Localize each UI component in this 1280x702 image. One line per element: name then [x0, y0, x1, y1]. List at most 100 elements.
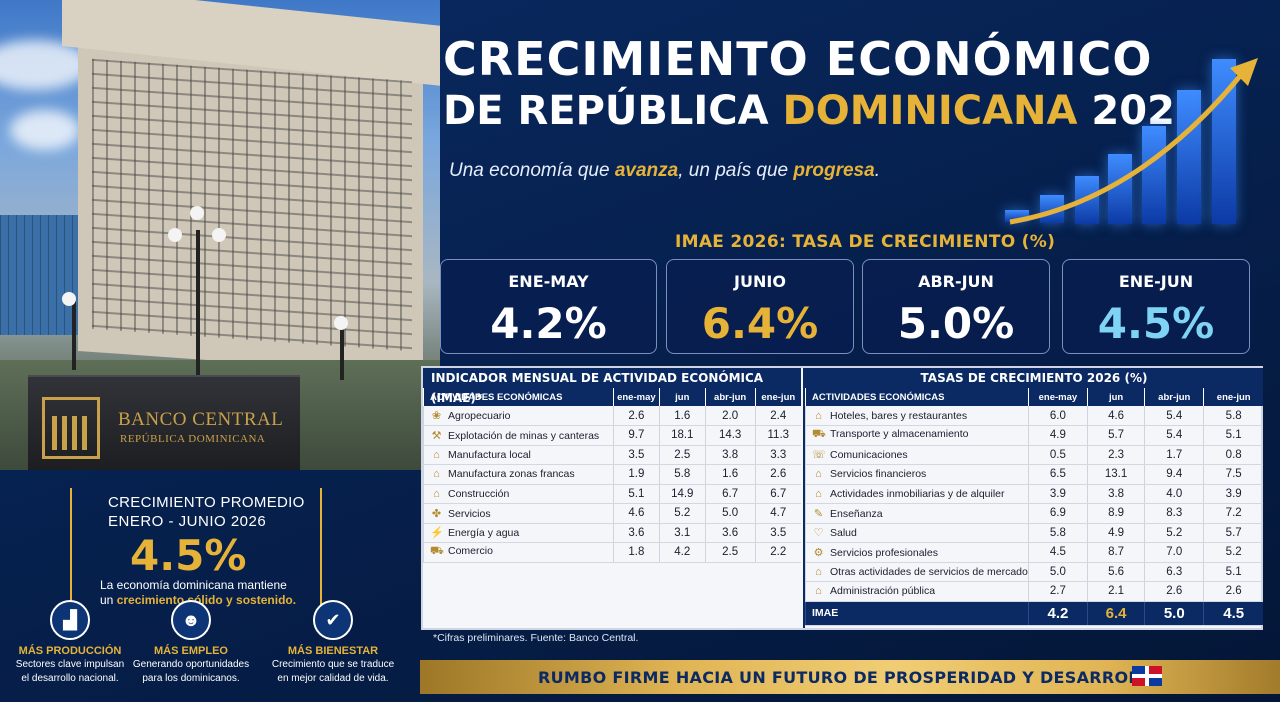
cell-value: 3.5	[754, 523, 801, 543]
activity-name: ❀ Agropecuario	[423, 406, 614, 426]
table-row: ⛟ Comercio 1.8 4.2 2.5 2.2	[423, 542, 801, 563]
cell-value: 5.2	[1203, 542, 1263, 563]
activity-name: ⌂ Administración pública	[805, 581, 1029, 602]
activity-name: ✤ Servicios	[423, 503, 614, 524]
cell-value: 3.1	[658, 523, 706, 543]
growth-arrow-icon	[1009, 58, 1258, 225]
imae-table: INDICADOR MENSUAL DE ACTIVIDAD ECONÓMICA…	[423, 368, 801, 628]
activity-icon: ⚒	[431, 429, 442, 442]
cell-value: 5.0	[1144, 601, 1204, 626]
growth-table-title: TASAS DE CRECIMIENTO 2026 (%)	[805, 368, 1263, 388]
cell-value: 3.8	[704, 445, 756, 465]
column-header: jun	[658, 388, 706, 406]
column-header: ene-may	[1027, 388, 1088, 406]
cell-value: 5.0	[1027, 562, 1088, 582]
column-header: abr-jun	[1144, 388, 1204, 406]
imae-table-title: INDICADOR MENSUAL DE ACTIVIDAD ECONÓMICA…	[423, 368, 801, 405]
cell-value: 1.6	[704, 464, 756, 485]
activity-icon: ⚙	[813, 546, 824, 559]
activity-name: ⚡ Energía y agua	[423, 523, 614, 543]
activity-name: ⌂ Actividades inmobiliarias y de alquiler	[805, 484, 1029, 504]
column-header: ene-jun	[754, 388, 801, 406]
activity-icon: ⌂	[815, 468, 822, 481]
cell-value: 4.9	[1027, 425, 1088, 446]
cell-value: 1.9	[612, 464, 660, 485]
activity-name: IMAE	[805, 601, 1029, 626]
activity-icon: ⛟	[430, 545, 444, 558]
cell-value: 4.6	[1086, 406, 1145, 426]
column-header: ene-jun	[1203, 388, 1263, 406]
cell-value: 2.6	[1203, 581, 1263, 602]
kpi-label: JUNIO	[734, 272, 786, 291]
cell-value: 5.1	[1203, 425, 1263, 446]
activity-name: ☏ Comunicaciones	[805, 445, 1029, 465]
cell-value: 2.6	[612, 406, 660, 426]
cell-value: 2.5	[658, 445, 706, 465]
cell-value: 6.7	[704, 484, 756, 504]
cell-value: 2.6	[1144, 581, 1204, 602]
bottom-banner: RUMBO FIRME HACIA UN FUTURO DE PROSPERID…	[420, 660, 1280, 694]
activity-icon: ✤	[431, 507, 442, 520]
column-header: jun	[1086, 388, 1145, 406]
kpi-label: ABR-JUN	[918, 272, 994, 291]
activity-icon: ⌂	[433, 487, 440, 500]
table-row: ⌂ Manufactura zonas francas 1.9 5.8 1.6 2.6	[423, 464, 801, 485]
cell-value: 5.8	[1203, 406, 1263, 426]
kpi-card: JUNIO 6.4%	[666, 259, 854, 354]
activity-icon: ♡	[813, 527, 824, 540]
cell-value: 2.4	[754, 406, 801, 426]
cell-value: 6.5	[1027, 464, 1088, 485]
feature-item: ☻ MÁS EMPLEO Generando oportunidades para l…	[126, 600, 256, 685]
cell-value: 5.0	[704, 503, 756, 524]
cell-value: 2.3	[1086, 445, 1145, 465]
cell-value: 11.3	[754, 425, 801, 446]
average-desc-2: un crecimiento sólido y sostenido.	[100, 593, 297, 607]
table-row: ⚡ Energía y agua 3.6 3.1 3.6 3.5	[423, 523, 801, 543]
cell-value: 4.5	[1027, 542, 1088, 563]
cell-value: 3.6	[704, 523, 756, 543]
cell-value: 8.3	[1144, 503, 1204, 524]
activity-name: ⛟ Transporte y almacenamiento	[805, 425, 1029, 446]
cell-value: 2.1	[1086, 581, 1145, 602]
cell-value: 5.4	[1144, 406, 1204, 426]
cell-value: 5.2	[658, 503, 706, 524]
cell-value: 0.5	[1027, 445, 1088, 465]
table-row: ⚒ Explotación de minas y canteras 9.7 18.1 1…	[423, 425, 801, 446]
kpi-value: 4.5%	[1097, 299, 1215, 348]
cell-value: 5.6	[1086, 562, 1145, 582]
cell-value: 1.8	[612, 542, 660, 563]
activity-icon: ⌂	[815, 585, 822, 598]
table-row: ✎ Enseñanza 6.9 8.9 8.3 7.2	[805, 503, 1263, 524]
cell-value: 3.3	[754, 445, 801, 465]
kpi-card: ABR-JUN 5.0%	[862, 259, 1050, 354]
average-desc-1: La economía dominicana mantiene	[100, 578, 287, 592]
feature-desc: el desarrollo nacional.	[21, 673, 119, 684]
table-row: IMAE 4.2 6.4 5.0 4.5	[805, 601, 1263, 626]
cell-value: 8.9	[1086, 503, 1145, 524]
activity-name: ⚒ Explotación de minas y canteras	[423, 425, 614, 446]
table-row: ⌂ Otras actividades de servicios de merca…	[805, 562, 1263, 582]
column-header: ACTIVIDADES ECONÓMICAS	[423, 388, 614, 406]
activity-icon: ⌂	[815, 487, 822, 500]
activity-icon: ⌂	[433, 468, 440, 481]
cell-value: 2.0	[704, 406, 756, 426]
feature-desc: Generando oportunidades	[132, 659, 250, 670]
activity-name: ⌂ Servicios financieros	[805, 464, 1029, 485]
table-row: ♡ Salud 5.8 4.9 5.2 5.7	[805, 523, 1263, 543]
average-period: ENERO - JUNIO 2026	[108, 513, 267, 530]
cell-value: 2.6	[754, 464, 801, 485]
cell-value: 4.2	[658, 542, 706, 563]
activity-name: ⌂ Construcción	[423, 484, 614, 504]
cell-value: 4.2	[1027, 601, 1088, 626]
kpi-value: 4.2%	[490, 299, 607, 348]
banner-text: RUMBO FIRME HACIA UN FUTURO DE PROSPERID…	[538, 668, 1163, 687]
cell-value: 0.8	[1203, 445, 1263, 465]
cell-value: 5.7	[1086, 425, 1145, 446]
cell-value: 5.1	[1203, 562, 1263, 582]
table-row: ⌂ Manufactura local 3.5 2.5 3.8 3.3	[423, 445, 801, 465]
cell-value: 7.5	[1203, 464, 1263, 485]
activity-name: ⌂ Hoteles, bares y restaurantes	[805, 406, 1029, 426]
cell-value: 4.7	[754, 503, 801, 524]
feature-item: ▟ MÁS PRODUCCIÓN Sectores clave impulsan el…	[5, 600, 135, 685]
feature-desc: en mejor calidad de vida.	[277, 673, 389, 684]
